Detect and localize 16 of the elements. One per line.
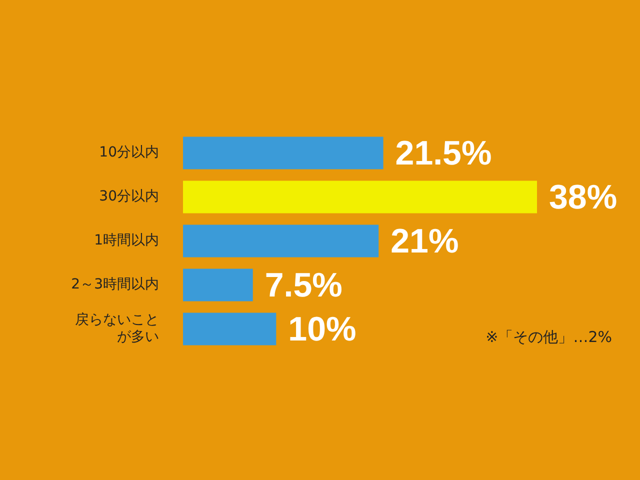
data-label: 10% xyxy=(288,310,356,348)
annotation: ※「その他」…2% xyxy=(486,328,612,346)
y-tick-label: 2～3時間以内 xyxy=(71,276,159,293)
bar xyxy=(183,268,253,302)
data-label: 38% xyxy=(549,178,618,216)
bar xyxy=(183,180,537,214)
y-tick-label: 1時間以内 xyxy=(94,232,159,249)
data-label: 21.5% xyxy=(395,134,492,172)
data-label: 7.5% xyxy=(264,266,342,304)
data-label: 21% xyxy=(390,222,459,260)
bar xyxy=(183,224,379,258)
y-tick-label: 30分以内 xyxy=(99,188,159,205)
y-tick-label: 10分以内 xyxy=(99,144,159,161)
bar xyxy=(183,136,384,170)
y-tick-label: 戻らないことが多い xyxy=(75,312,159,346)
bar xyxy=(183,312,276,346)
